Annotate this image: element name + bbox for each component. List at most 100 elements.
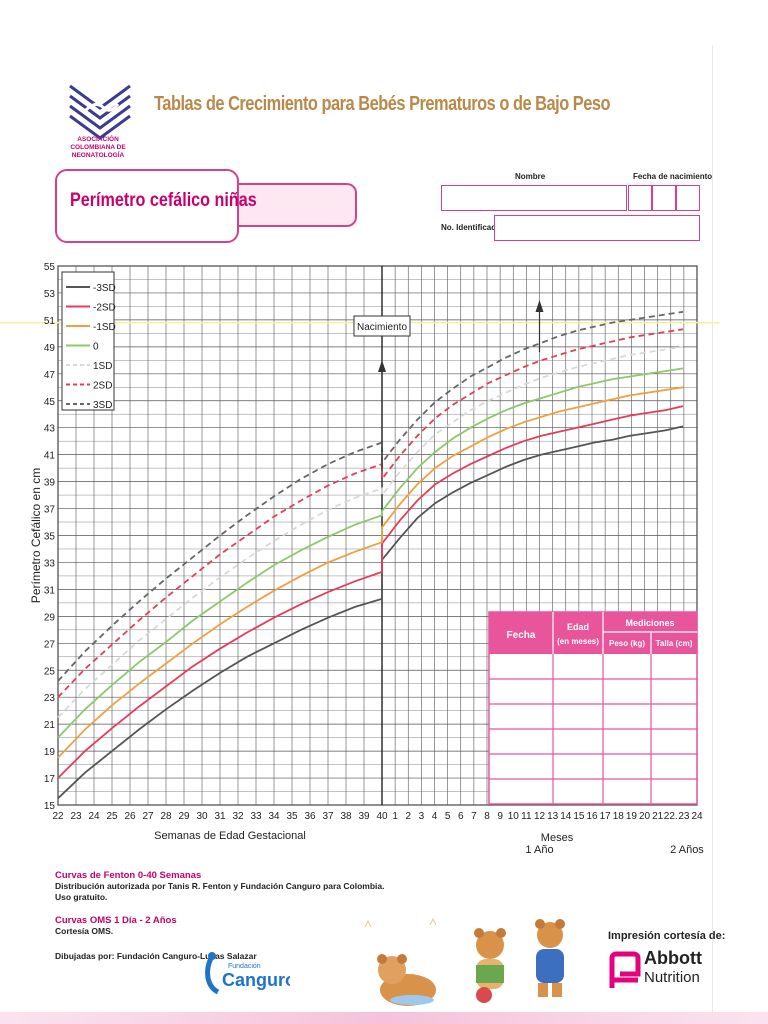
x-tick-label-month: 14	[560, 811, 572, 822]
x-tick-label-month: 6	[458, 811, 464, 822]
x-tick-label-week: 23	[70, 811, 82, 822]
chart-legend: -3SD -2SD -1SD 0 1SD 2SD 3SD	[61, 271, 116, 411]
x-tick-label-month: 15	[573, 811, 585, 822]
fundacion-canguro-logo: Fundación Canguro	[205, 952, 290, 995]
y-tick-label: 47	[44, 370, 56, 381]
x-tick-label-month: 23	[678, 811, 690, 822]
x-tick-label-month: 10	[508, 811, 520, 822]
x-tick-label-week: 34	[268, 811, 280, 822]
table-header-edad: Edad	[567, 622, 589, 632]
x-tick-label-month: 20	[639, 811, 651, 822]
x-tick-label-month: 2	[405, 811, 411, 822]
legend-label: 3SD	[93, 400, 112, 411]
x-mark-2-years: 2 Años	[670, 844, 704, 856]
x-tick-label-week: 22	[52, 811, 64, 822]
title-box-extension	[233, 183, 357, 227]
y-tick-label: 55	[44, 262, 56, 273]
main-title: Tablas de Crecimiento para Bebés Prematu…	[154, 93, 611, 115]
x-tick-label-month: 22.	[664, 811, 678, 822]
birthdate-field[interactable]	[628, 185, 700, 211]
kangaroo-small: Fundación	[228, 963, 261, 970]
y-tick-label: 37	[44, 505, 56, 516]
series-line-1SD	[57, 346, 684, 719]
x-tick-label-week: 32	[232, 811, 244, 822]
x-tick-label-week: 36	[304, 811, 316, 822]
x-tick-label-week: 33	[250, 811, 262, 822]
abbott-nutrition: Nutrition	[644, 969, 700, 986]
y-axis-label: Perímetro Cefálico en cm	[29, 468, 43, 603]
table-header-mediciones: Mediciones	[625, 618, 674, 628]
series-line--3SD	[57, 425, 684, 799]
x-tick-label-month: 17	[600, 811, 612, 822]
x-tick-label-week: 40	[376, 811, 388, 822]
x-tick-label-month: 9	[497, 811, 503, 822]
series-line--1SD	[57, 386, 684, 759]
y-tick-label: 33	[44, 558, 56, 569]
series-line-0	[57, 367, 684, 739]
y-tick-label: 27	[44, 639, 56, 650]
measurement-table: Fecha Edad (en meses) Mediciones Peso (kg) Ta…	[488, 611, 698, 805]
legend-box	[61, 271, 115, 411]
x-tick-label-month: 12	[534, 811, 546, 822]
legend-label: 0	[93, 342, 99, 353]
x-tick-label-week: 24	[88, 811, 100, 822]
name-field[interactable]	[441, 185, 627, 211]
birth-label-box	[353, 315, 411, 337]
oms-title: Curvas OMS 1 Día - 2 Años	[55, 915, 177, 926]
x-tick-label-month: 8	[484, 811, 490, 822]
table-header-fecha: Fecha	[507, 630, 536, 641]
chart-title-box	[55, 169, 239, 243]
neonatology-logo	[69, 84, 131, 140]
legend-label: -2SD	[93, 303, 116, 314]
y-tick-label: 17	[44, 774, 56, 785]
y-tick-label: 39	[44, 478, 56, 489]
abbott-block: Impresión cortesía de: Abbott Nutrition	[608, 930, 726, 998]
oms-line1: Cortesía OMS.	[55, 926, 114, 936]
fenton-title: Curvas de Fenton 0-40 Semanas	[55, 870, 202, 881]
legend-label: 2SD	[93, 381, 112, 392]
axis-labels: 1517192123252729313335373941434547495153…	[29, 262, 704, 856]
x-mark-1-year: 1 Año	[525, 844, 553, 856]
y-tick-label: 41	[44, 451, 56, 462]
fenton-line1: Distribución autorizada por Tanis R. Fen…	[55, 881, 385, 891]
name-label: Nombre	[515, 172, 546, 181]
fenton-line2: Uso gratuito.	[55, 892, 108, 902]
id-field[interactable]	[494, 215, 700, 241]
y-tick-label: 45	[44, 397, 56, 408]
x-tick-label-month: 1	[392, 811, 398, 822]
x-tick-label-month: 5	[445, 811, 451, 822]
series-layer	[57, 310, 684, 799]
birth-label: Nacimiento	[357, 322, 407, 333]
footer: Curvas de Fenton 0-40 Semanas Distribuci…	[55, 870, 384, 962]
y-tick-label: 35	[44, 532, 56, 543]
birth-arrow-head	[378, 360, 386, 372]
courtesy-text: Impresión cortesía de:	[608, 930, 726, 942]
y-tick-label: 15	[44, 801, 56, 812]
x-tick-label-week: 31	[214, 811, 226, 822]
birthdate-label: Fecha de nacimiento	[633, 172, 713, 181]
x-tick-label-week: 28	[160, 811, 172, 822]
y-tick-label: 23	[44, 693, 56, 704]
table-header-bg	[489, 612, 697, 654]
x-tick-label-month: 18	[613, 811, 625, 822]
x-tick-label-week: 26	[124, 811, 136, 822]
x-tick-label-month: 24	[691, 811, 703, 822]
x-tick-label-month: 4	[432, 811, 438, 822]
x-tick-label-week: 30	[196, 811, 208, 822]
y-tick-label: 19	[44, 747, 56, 758]
table-header-peso: Peso (kg)	[609, 639, 645, 648]
y-tick-label: 51	[44, 316, 56, 327]
teddy-bears-illustration	[364, 917, 565, 1006]
y-tick-label: 25	[44, 666, 56, 677]
x-tick-label-month: 7	[471, 811, 477, 822]
legend-label: -3SD	[93, 283, 116, 294]
x-axis-label-weeks: Semanas de Edad Gestacional	[154, 830, 306, 842]
table-header-edad-sub: (en meses)	[557, 637, 599, 646]
growth-chart: 1517192123252729313335373941434547495153…	[0, 262, 720, 856]
x-tick-label-month: 13	[547, 811, 559, 822]
table-header-talla: Talla (cm)	[656, 639, 693, 648]
x-tick-label-week: 29	[178, 811, 190, 822]
abbott-name: Abbott	[644, 948, 702, 968]
x-tick-label-month: 16	[586, 811, 598, 822]
bottom-decor-strip	[0, 1012, 768, 1024]
